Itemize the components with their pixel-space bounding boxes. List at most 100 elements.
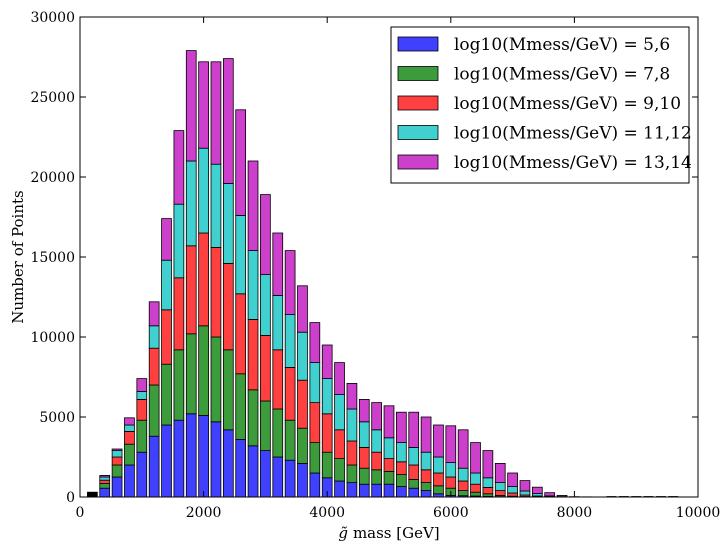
bar-series-1-bin-17	[297, 427, 308, 464]
y-tick-label-0: 0	[66, 490, 75, 506]
bar-series-0-bin-3	[124, 464, 135, 498]
legend-swatch-0	[397, 36, 439, 52]
bar-series-3-bin-25	[396, 442, 407, 463]
legend-label-1: log10(Mmess/GeV) = 7,8	[454, 65, 670, 85]
bar-series-1-bin-14	[260, 400, 271, 451]
legend-swatch-4	[397, 154, 439, 170]
bar-series-2-bin-11	[222, 262, 234, 351]
bar-series-4-bin-19	[321, 344, 333, 379]
legend: log10(Mmess/GeV) = 5,6 log10(Mmess/GeV) =…	[390, 26, 692, 184]
bar-series-3-bin-1	[99, 476, 111, 481]
x-axis-label: g̃ mass [GeV]	[338, 524, 439, 542]
bar-series-1-bin-8	[185, 333, 197, 415]
extra-bar-0	[87, 491, 98, 498]
bar-series-3-bin-24	[383, 437, 395, 459]
bar-series-2-bin-14	[260, 334, 271, 402]
bar-series-1-bin-3	[124, 443, 135, 466]
axis-ticks	[79, 16, 699, 498]
legend-frame	[390, 26, 690, 184]
x-axis-label-text: mass [GeV]	[353, 524, 440, 542]
bar-series-3-bin-23	[371, 429, 382, 453]
y-tick-label-3: 15000	[30, 250, 75, 266]
bar-series-2-bin-25	[396, 461, 407, 475]
bar-series-2-bin-20	[334, 429, 345, 459]
bar-series-1-bin-21	[346, 464, 358, 484]
bar-series-3-bin-21	[346, 408, 358, 442]
bar-series-3-bin-15	[272, 294, 284, 351]
bar-series-4-bin-11	[222, 58, 234, 184]
bar-series-4-bin-25	[396, 411, 407, 444]
bar-series-0-bin-5	[148, 435, 160, 498]
y-tick-label-5: 25000	[30, 90, 75, 106]
bar-series-4-bin-18	[309, 322, 321, 364]
bar-series-2-bin-8	[185, 245, 197, 335]
bar-series-4-bin-28	[433, 424, 444, 458]
bar-series-3-bin-11	[222, 182, 234, 264]
x-tick-label-1: 2000	[186, 505, 222, 521]
bar-series-3-bin-2	[111, 450, 123, 458]
bar-series-1-bin-1	[99, 482, 111, 489]
bar-series-4-bin-21	[346, 382, 358, 410]
bar-series-2-bin-34	[507, 492, 518, 497]
bar-series-4-bin-12	[235, 109, 247, 216]
bar-series-0-bin-24	[383, 483, 395, 498]
x-tick-label-4: 8000	[557, 505, 593, 521]
x-tick-label-3: 6000	[433, 505, 469, 521]
bar-series-2-bin-2	[111, 456, 123, 466]
bar-series-4-bin-33	[494, 462, 506, 483]
bar-series-2-bin-32	[482, 486, 494, 495]
bar-series-2-bin-10	[210, 246, 222, 338]
bar-series-1-bin-23	[371, 469, 382, 485]
bar-series-3-bin-32	[482, 477, 494, 488]
bar-series-3-bin-35	[519, 490, 531, 496]
bar-series-3-bin-7	[173, 203, 185, 279]
bar-series-1-bin-24	[383, 470, 395, 485]
bar-series-2-bin-23	[371, 451, 382, 471]
bar-series-4-bin-3	[124, 417, 135, 426]
bar-series-2-bin-5	[148, 347, 160, 386]
bar-series-1-bin-28	[433, 485, 444, 495]
bar-series-3-bin-18	[309, 362, 321, 404]
bar-series-2-bin-27	[420, 469, 432, 483]
bar-series-1-bin-7	[173, 349, 185, 421]
y-tick-label-4: 20000	[30, 170, 75, 186]
bar-series-2-bin-26	[408, 464, 420, 480]
bar-series-0-bin-15	[272, 456, 284, 498]
legend-swatch-2	[397, 95, 439, 111]
bar-series-4-bin-34	[507, 472, 518, 488]
bar-series-3-bin-31	[470, 472, 481, 485]
bar-series-4-bin-32	[482, 450, 494, 479]
legend-label-2: log10(Mmess/GeV) = 9,10	[454, 94, 681, 114]
legend-label-3: log10(Mmess/GeV) = 11,12	[454, 124, 692, 144]
bar-series-1-bin-4	[136, 419, 148, 453]
bar-series-3-bin-3	[124, 424, 135, 432]
bar-series-2-bin-15	[272, 349, 284, 410]
bar-series-0-bin-26	[408, 487, 420, 498]
y-axis-label: Number of Points	[9, 190, 27, 323]
bar-series-0-bin-8	[185, 413, 197, 498]
bar-series-0-bin-9	[198, 414, 209, 498]
bar-series-2-bin-22	[358, 446, 370, 469]
bar-series-3-bin-6	[161, 259, 172, 311]
bar-series-3-bin-29	[445, 462, 457, 478]
bar-series-4-bin-17	[297, 285, 308, 333]
bar-series-2-bin-19	[321, 413, 333, 453]
bar-series-4-bin-38	[556, 494, 568, 498]
legend-label-0: log10(Mmess/GeV) = 5,6	[454, 35, 670, 55]
bar-series-0-bin-18	[309, 472, 321, 498]
bar-series-3-bin-17	[297, 331, 308, 381]
bar-series-3-bin-4	[136, 390, 148, 400]
bar-series-4-bin-30	[457, 429, 469, 469]
bar-series-2-bin-33	[494, 490, 506, 496]
bar-series-2-bin-21	[346, 440, 358, 466]
bar-series-1-bin-19	[321, 451, 333, 479]
bar-series-1-bin-26	[408, 478, 420, 489]
bar-series-2-bin-29	[445, 476, 457, 489]
bar-series-1-bin-30	[457, 490, 469, 497]
bar-series-3-bin-26	[408, 446, 420, 466]
bar-series-0-bin-7	[173, 419, 185, 498]
bar-series-3-bin-30	[457, 467, 469, 482]
bar-series-4-bin-10	[210, 61, 222, 165]
bar-series-3-bin-34	[507, 486, 518, 494]
bar-series-4-bin-13	[247, 160, 259, 251]
